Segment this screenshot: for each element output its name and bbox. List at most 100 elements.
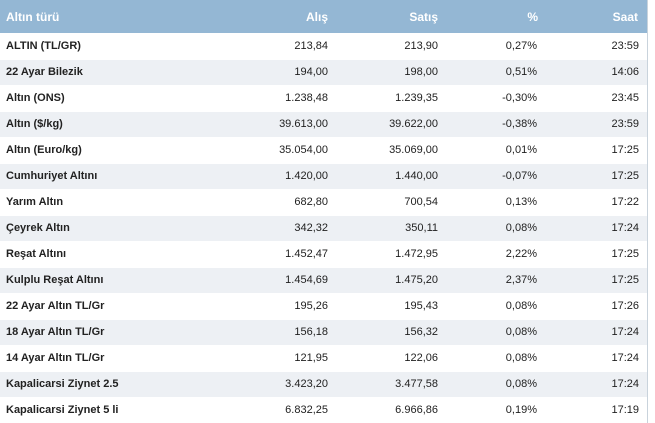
cell-buy-price: 194,00 [170, 59, 331, 86]
cell-change-percent: 0,51% [438, 59, 541, 86]
cell-buy-price: 121,95 [170, 345, 331, 372]
table-row[interactable]: Altın (Euro/kg) 35.054,00 35.069,00 0,01% 17… [0, 137, 647, 164]
cell-time: 17:26 [541, 293, 647, 320]
cell-buy-price: 195,26 [170, 293, 331, 320]
cell-gold-type: Altın (ONS) [0, 85, 170, 112]
cell-change-percent: 0,08% [438, 215, 541, 242]
cell-change-percent: 0,13% [438, 189, 541, 216]
cell-gold-type: ALTIN (TL/GR) [0, 33, 170, 60]
table-row[interactable]: Kapalicarsi Ziynet 5 li 6.832,25 6.966,86 0… [0, 397, 647, 423]
cell-sell-price: 35.069,00 [331, 137, 438, 164]
cell-buy-price: 213,84 [170, 33, 331, 60]
cell-time: 17:24 [541, 215, 647, 242]
cell-gold-type: Yarım Altın [0, 189, 170, 216]
table-row[interactable]: Yarım Altın 682,80 700,54 0,13% 17:22 [0, 189, 647, 216]
cell-buy-price: 156,18 [170, 319, 331, 346]
table-row[interactable]: Altın (ONS) 1.238,48 1.239,35 -0,30% 23:45 [0, 85, 647, 112]
table-row[interactable]: ALTIN (TL/GR) 213,84 213,90 0,27% 23:59 [0, 33, 647, 60]
cell-gold-type: Kapalicarsi Ziynet 2.5 [0, 371, 170, 398]
cell-sell-price: 156,32 [331, 319, 438, 346]
cell-change-percent: -0,07% [438, 163, 541, 190]
cell-sell-price: 3.477,58 [331, 371, 438, 398]
cell-sell-price: 122,06 [331, 345, 438, 372]
cell-gold-type: 22 Ayar Bilezik [0, 59, 170, 86]
cell-gold-type: Cumhuriyet Altını [0, 163, 170, 190]
table-row[interactable]: Kapalicarsi Ziynet 2.5 3.423,20 3.477,58 0,… [0, 371, 647, 398]
cell-time: 23:59 [541, 33, 647, 60]
table-row[interactable]: Kulplu Reşat Altını 1.454,69 1.475,20 2,37%… [0, 267, 647, 294]
cell-gold-type: 14 Ayar Altın TL/Gr [0, 345, 170, 372]
cell-buy-price: 39.613,00 [170, 111, 331, 138]
cell-sell-price: 213,90 [331, 33, 438, 60]
table-header: Altın türü Alış Satış % Saat [0, 0, 647, 33]
table-row[interactable]: Çeyrek Altın 342,32 350,11 0,08% 17:24 [0, 215, 647, 242]
cell-time: 17:19 [541, 397, 647, 423]
cell-buy-price: 682,80 [170, 189, 331, 216]
cell-buy-price: 6.832,25 [170, 397, 331, 423]
header-row: Altın türü Alış Satış % Saat [0, 0, 647, 33]
cell-gold-type: Reşat Altını [0, 241, 170, 268]
column-header-sell[interactable]: Satış [409, 9, 438, 24]
cell-buy-price: 1.238,48 [170, 85, 331, 112]
table-row[interactable]: Reşat Altını 1.452,47 1.472,95 2,22% 17:25 [0, 241, 647, 268]
cell-change-percent: 0,08% [438, 293, 541, 320]
cell-buy-price: 3.423,20 [170, 371, 331, 398]
cell-change-percent: 2,37% [438, 267, 541, 294]
cell-buy-price: 1.420,00 [170, 163, 331, 190]
cell-buy-price: 35.054,00 [170, 137, 331, 164]
cell-change-percent: 0,08% [438, 345, 541, 372]
table-row[interactable]: 22 Ayar Altın TL/Gr 195,26 195,43 0,08% 17:2… [0, 293, 647, 320]
column-header-gold-type[interactable]: Altın türü [6, 9, 60, 24]
cell-buy-price: 1.452,47 [170, 241, 331, 268]
cell-gold-type: Kapalicarsi Ziynet 5 li [0, 397, 170, 423]
cell-gold-type: Altın ($/kg) [0, 111, 170, 138]
cell-sell-price: 198,00 [331, 59, 438, 86]
cell-buy-price: 1.454,69 [170, 267, 331, 294]
cell-sell-price: 1.475,20 [331, 267, 438, 294]
cell-time: 17:24 [541, 345, 647, 372]
cell-sell-price: 1.440,00 [331, 163, 438, 190]
column-header-buy[interactable]: Alış [305, 9, 328, 24]
cell-time: 14:06 [541, 59, 647, 86]
cell-time: 17:24 [541, 371, 647, 398]
cell-change-percent: 0,08% [438, 371, 541, 398]
cell-time: 17:25 [541, 241, 647, 268]
cell-time: 17:24 [541, 319, 647, 346]
column-header-change-percent[interactable]: % [527, 9, 538, 24]
cell-sell-price: 1.239,35 [331, 85, 438, 112]
cell-gold-type: Kulplu Reşat Altını [0, 267, 170, 294]
cell-change-percent: 0,27% [438, 33, 541, 60]
cell-time: 17:22 [541, 189, 647, 216]
cell-sell-price: 39.622,00 [331, 111, 438, 138]
cell-time: 23:45 [541, 85, 647, 112]
table-row[interactable]: 18 Ayar Altın TL/Gr 156,18 156,32 0,08% 17:2… [0, 319, 647, 346]
column-header-time[interactable]: Saat [612, 9, 638, 24]
cell-time: 23:59 [541, 111, 647, 138]
cell-gold-type: Çeyrek Altın [0, 215, 170, 242]
cell-sell-price: 195,43 [331, 293, 438, 320]
cell-sell-price: 1.472,95 [331, 241, 438, 268]
cell-gold-type: 22 Ayar Altın TL/Gr [0, 293, 170, 320]
cell-buy-price: 342,32 [170, 215, 331, 242]
cell-change-percent: 0,01% [438, 137, 541, 164]
table-row[interactable]: 22 Ayar Bilezik 194,00 198,00 0,51% 14:06 [0, 59, 647, 86]
cell-change-percent: 0,08% [438, 319, 541, 346]
cell-time: 17:25 [541, 137, 647, 164]
cell-gold-type: 18 Ayar Altın TL/Gr [0, 319, 170, 346]
cell-sell-price: 700,54 [331, 189, 438, 216]
table-row[interactable]: Cumhuriyet Altını 1.420,00 1.440,00 -0,07% 1… [0, 163, 647, 190]
cell-change-percent: -0,38% [438, 111, 541, 138]
table-row[interactable]: 14 Ayar Altın TL/Gr 121,95 122,06 0,08% 17:2… [0, 345, 647, 372]
cell-sell-price: 350,11 [331, 215, 438, 242]
cell-time: 17:25 [541, 267, 647, 294]
cell-change-percent: 2,22% [438, 241, 541, 268]
cell-sell-price: 6.966,86 [331, 397, 438, 423]
cell-time: 17:25 [541, 163, 647, 190]
cell-change-percent: 0,19% [438, 397, 541, 423]
cell-change-percent: -0,30% [438, 85, 541, 112]
table-row[interactable]: Altın ($/kg) 39.613,00 39.622,00 -0,38% 23:5… [0, 111, 647, 138]
cell-gold-type: Altın (Euro/kg) [0, 137, 170, 164]
table-body: ALTIN (TL/GR) 213,84 213,90 0,27% 23:59 22 Ay… [0, 33, 647, 423]
